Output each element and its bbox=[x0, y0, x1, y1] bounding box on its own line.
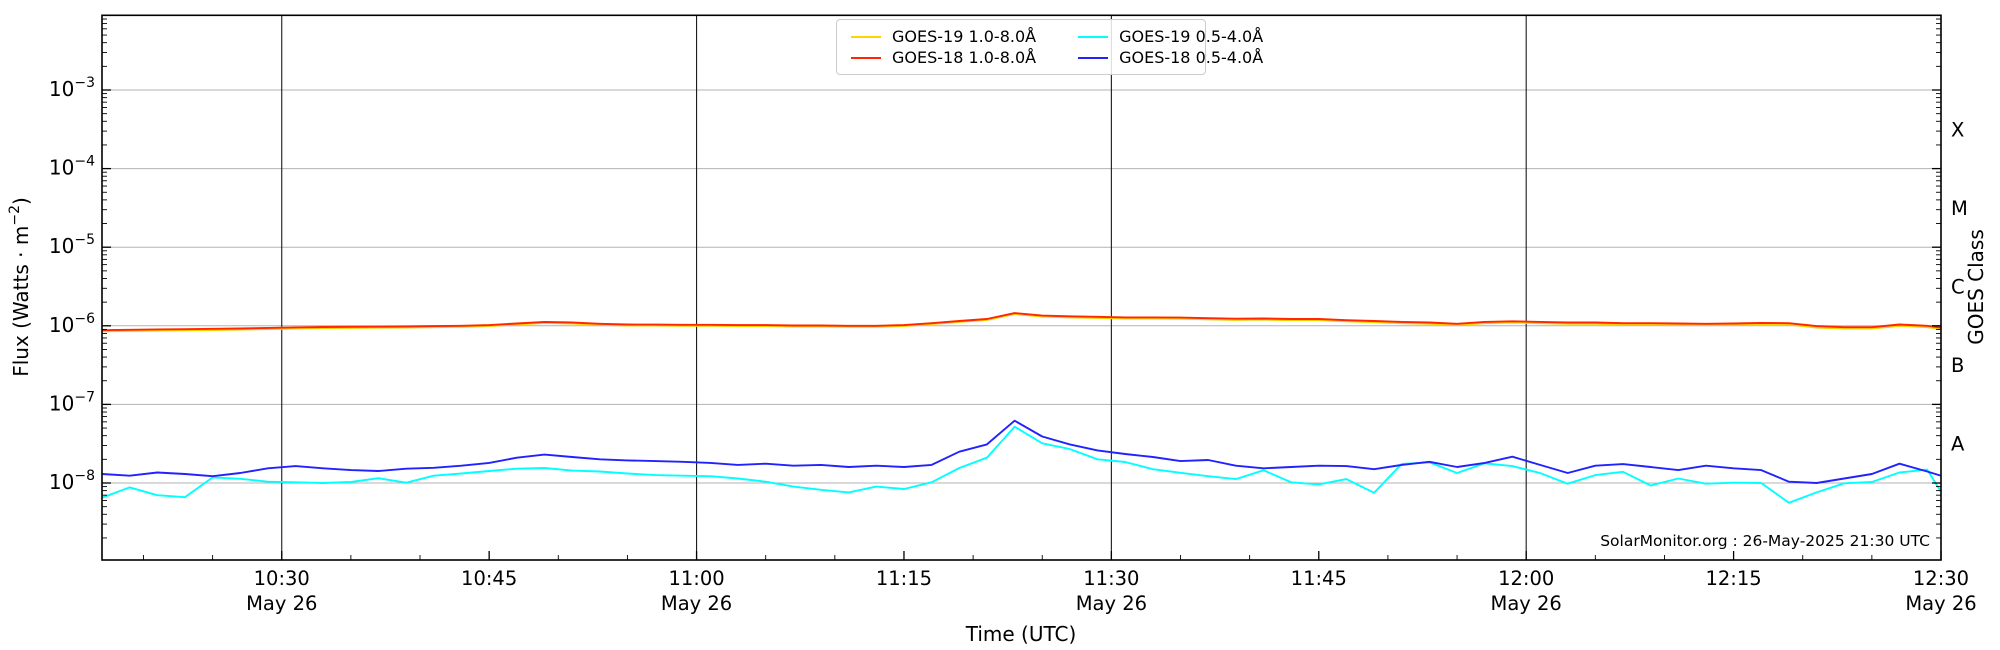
x-tick-label: 11:00 bbox=[668, 567, 724, 590]
legend-swatch bbox=[1078, 35, 1109, 38]
legend-label: GOES-18 0.5-4.0Å bbox=[1119, 48, 1264, 67]
x-tick-label: 10:45 bbox=[461, 567, 517, 590]
axis-labels-group: Time (UTC) GOES Class Flux (Watts · m−2)… bbox=[7, 75, 1988, 646]
y-tick-label: 10−8 bbox=[49, 468, 95, 494]
x-tick-label: 11:15 bbox=[876, 567, 932, 590]
goes-class-label: C bbox=[1951, 276, 1965, 299]
x-tick-label: 12:30 bbox=[1913, 567, 1969, 590]
legend-item: GOES-18 0.5-4.0Å bbox=[1078, 48, 1263, 67]
legend-label: GOES-19 0.5-4.0Å bbox=[1119, 27, 1264, 46]
plot-border bbox=[101, 14, 1942, 561]
y-tick-label: 10−5 bbox=[49, 232, 95, 258]
series-line bbox=[102, 419, 1941, 484]
legend-swatch bbox=[851, 35, 881, 38]
y-tick-label: 10−3 bbox=[49, 75, 95, 101]
legend-swatch bbox=[1078, 56, 1109, 59]
series-group bbox=[102, 312, 1941, 504]
legend: GOES-19 1.0-8.0Å GOES-18 1.0-8.0Å GOES-19 … bbox=[836, 19, 1263, 75]
source-annotation: SolarMonitor.org : 26-May-2025 21:30 UTC bbox=[1600, 532, 1930, 550]
y-tick-label: 10−4 bbox=[49, 154, 95, 180]
goes-class-label: X bbox=[1951, 118, 1964, 141]
series-line bbox=[102, 425, 1941, 504]
legend-label: GOES-19 1.0-8.0Å bbox=[892, 27, 1037, 46]
goes-class-label: A bbox=[1951, 433, 1965, 456]
legend-item: GOES-18 1.0-8.0Å bbox=[851, 48, 1036, 67]
x-tick-label: 12:00 bbox=[1498, 567, 1554, 590]
y-tick-label: 10−7 bbox=[49, 389, 95, 415]
series-line bbox=[102, 313, 1941, 333]
legend-item: GOES-19 0.5-4.0Å bbox=[1078, 27, 1263, 46]
legend-item: GOES-19 1.0-8.0Å bbox=[851, 27, 1036, 46]
x-axis-title: Time (UTC) bbox=[965, 622, 1077, 646]
y-axis-title: Flux (Watts · m−2) bbox=[7, 197, 33, 377]
x-tick-date-label: May 26 bbox=[1076, 592, 1147, 615]
x-tick-label: 11:45 bbox=[1291, 567, 1347, 590]
axes-group bbox=[101, 14, 1942, 561]
right-axis-title: GOES Class bbox=[1964, 229, 1988, 345]
y-tick-label: 10−6 bbox=[49, 311, 95, 337]
goes-class-label: B bbox=[1951, 354, 1964, 377]
legend-label: GOES-18 1.0-8.0Å bbox=[892, 48, 1037, 67]
series-line bbox=[102, 312, 1941, 332]
x-tick-label: 12:15 bbox=[1705, 567, 1761, 590]
legend-swatch bbox=[851, 56, 881, 59]
x-tick-date-label: May 26 bbox=[661, 592, 732, 615]
x-tick-label: 11:30 bbox=[1083, 567, 1139, 590]
x-tick-date-label: May 26 bbox=[246, 592, 317, 615]
x-tick-label: 10:30 bbox=[254, 567, 310, 590]
x-tick-date-label: May 26 bbox=[1905, 592, 1976, 615]
x-tick-date-label: May 26 bbox=[1491, 592, 1562, 615]
goes-class-label: M bbox=[1951, 197, 1968, 220]
